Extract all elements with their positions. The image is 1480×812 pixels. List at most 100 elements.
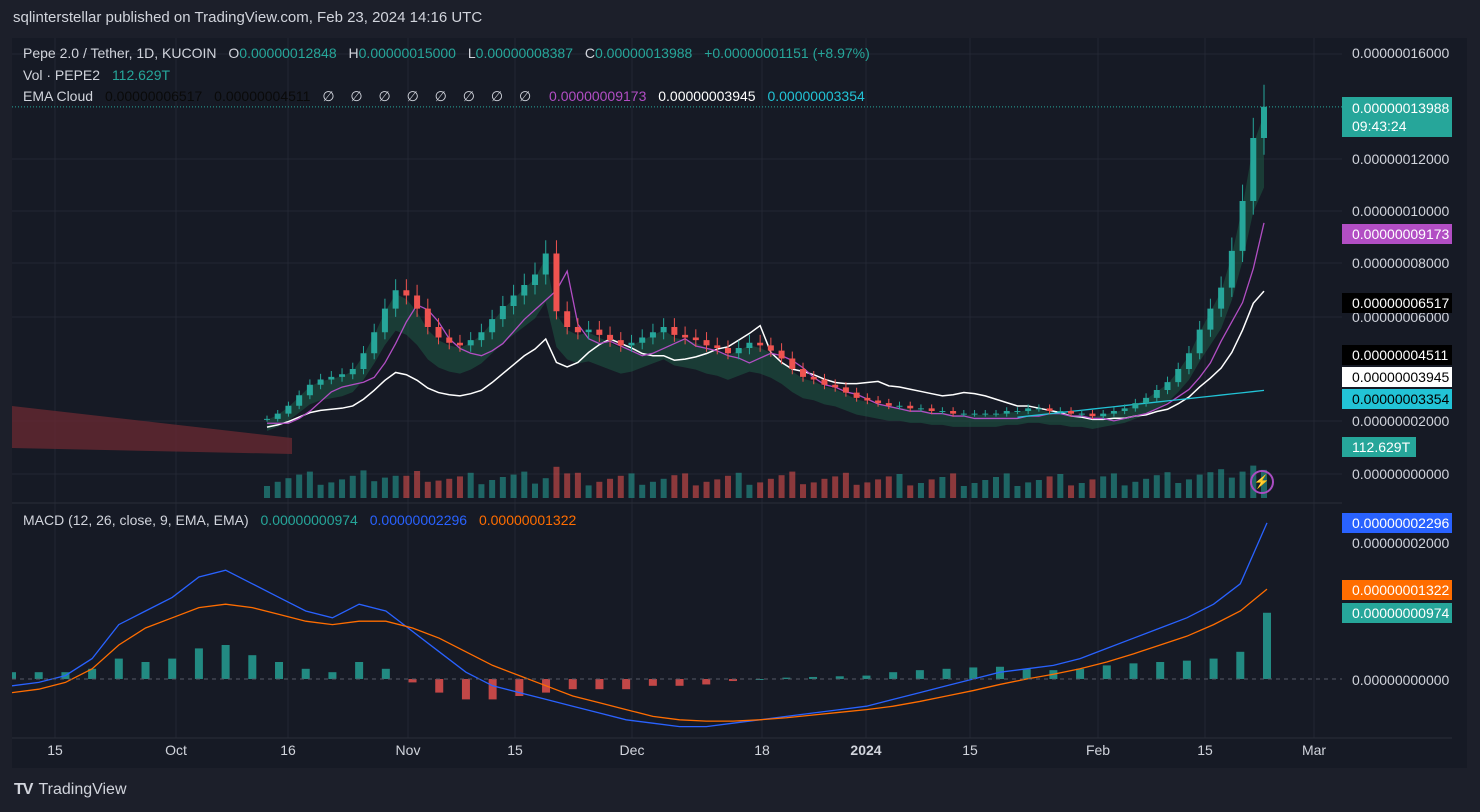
candle: [392, 290, 399, 309]
macd-histogram-bar: [1129, 663, 1138, 679]
candle: [381, 308, 388, 333]
macd-histogram-bar: [435, 679, 444, 693]
volume-bar: [810, 482, 817, 498]
y-tick: 0.00000000000: [1352, 466, 1450, 482]
volume-bar: [1218, 469, 1225, 498]
x-tick: Nov: [395, 742, 421, 758]
candle: [328, 376, 335, 380]
volume-bar: [1132, 481, 1139, 498]
volume-bar: [264, 486, 270, 498]
volume-bar: [917, 483, 924, 498]
volume-bar: [403, 475, 410, 498]
ema-fast-tag: 0.00000009173: [1342, 224, 1452, 244]
publisher-line: sqlinterstellar published on TradingView…: [13, 9, 483, 26]
candle: [875, 400, 882, 404]
macd-line-tag: 0.00000002296: [1342, 513, 1452, 533]
volume-bar: [1025, 482, 1032, 498]
candle: [917, 408, 924, 410]
price-legend: Pepe 2.0 / Tether, 1D, KUCOIN O0.0000001…: [23, 45, 878, 61]
macd-histogram-bar: [728, 679, 737, 682]
candle: [1014, 411, 1021, 412]
macd-histogram-bar: [194, 648, 203, 679]
macd-histogram-bar: [648, 679, 657, 686]
candle: [992, 413, 999, 415]
ema-label: EMA Cloud: [23, 88, 94, 104]
volume-bar: [607, 478, 614, 498]
candle: [821, 379, 828, 385]
candle: [585, 329, 592, 333]
volume-bar: [692, 485, 699, 498]
candle: [1025, 408, 1032, 411]
candle: [371, 332, 378, 354]
candle: [950, 411, 957, 414]
ema-value-2: 0.00000004511: [214, 88, 311, 104]
candle: [692, 337, 699, 341]
candle: [649, 332, 656, 338]
high-label: H: [348, 45, 359, 61]
candle: [714, 345, 721, 348]
volume-bar: [285, 478, 292, 498]
macd-histogram-bar: [835, 676, 844, 679]
volume-bar: [1175, 483, 1182, 498]
volume-bar: [574, 472, 581, 498]
candle: [510, 295, 517, 306]
candle: [1046, 408, 1053, 411]
candle: [746, 342, 753, 348]
macd-histogram-bar: [515, 679, 524, 696]
volume-bar: [682, 473, 689, 498]
brand-logo[interactable]: TV TradingView: [14, 781, 127, 799]
brand-name: TradingView: [38, 781, 127, 798]
candle: [285, 405, 292, 414]
candle: [1035, 408, 1042, 410]
candle: [1261, 106, 1267, 138]
chart-canvas[interactable]: [12, 38, 1467, 768]
candle: [521, 285, 528, 296]
macd-histogram-bar: [675, 679, 684, 686]
candle: [1068, 411, 1075, 414]
volume-bar: [381, 477, 388, 498]
volume-value: 112.629T: [111, 67, 171, 83]
volume-bar: [853, 484, 860, 498]
ema-d-tag: 0.00000003354: [1342, 389, 1452, 409]
volume-bar: [1143, 478, 1150, 498]
candle: [617, 340, 624, 346]
candle: [499, 306, 506, 320]
candle: [885, 403, 892, 406]
volume-bar: [1100, 476, 1107, 498]
volume-bar: [1228, 477, 1235, 498]
macd-histogram-bar: [301, 668, 310, 679]
candle: [671, 327, 678, 335]
macd-hist-value: 0.00000000974: [260, 512, 358, 528]
candle: [682, 334, 689, 338]
candle: [842, 387, 849, 393]
volume-bar: [306, 471, 313, 498]
macd-line-value: 0.00000002296: [369, 512, 468, 528]
close-label: C: [584, 45, 595, 61]
volume-bar: [478, 484, 485, 498]
candle: [1239, 201, 1246, 251]
x-tick: 18: [754, 742, 770, 758]
macd-histogram-bar: [622, 679, 631, 690]
volume-bar: [671, 475, 678, 498]
candle: [274, 413, 281, 419]
volume-bar: [746, 484, 753, 498]
candle: [767, 345, 774, 351]
x-tick: 15: [962, 742, 978, 758]
volume-bar: [499, 477, 506, 498]
macd-signal-value: 0.00000001322: [478, 512, 577, 528]
macd-histogram-bar: [221, 645, 230, 679]
ema-cloud-bearish: [12, 406, 292, 454]
macd-line: [12, 522, 1268, 728]
candle: [639, 337, 646, 343]
macd-legend: MACD (12, 26, close, 9, EMA, EMA) 0.0000…: [23, 512, 584, 528]
candle: [553, 253, 560, 312]
lightning-icon[interactable]: ⚡: [1250, 470, 1274, 494]
ema-cyan-line: [1017, 389, 1265, 418]
volume-bar: [542, 478, 549, 498]
candle: [467, 340, 474, 346]
chart-panel[interactable]: [12, 38, 1467, 768]
candle: [542, 253, 549, 275]
last-price-tag: 0.00000013988 09:43:24: [1342, 97, 1452, 137]
candle: [971, 413, 978, 415]
volume-bar: [971, 483, 978, 498]
